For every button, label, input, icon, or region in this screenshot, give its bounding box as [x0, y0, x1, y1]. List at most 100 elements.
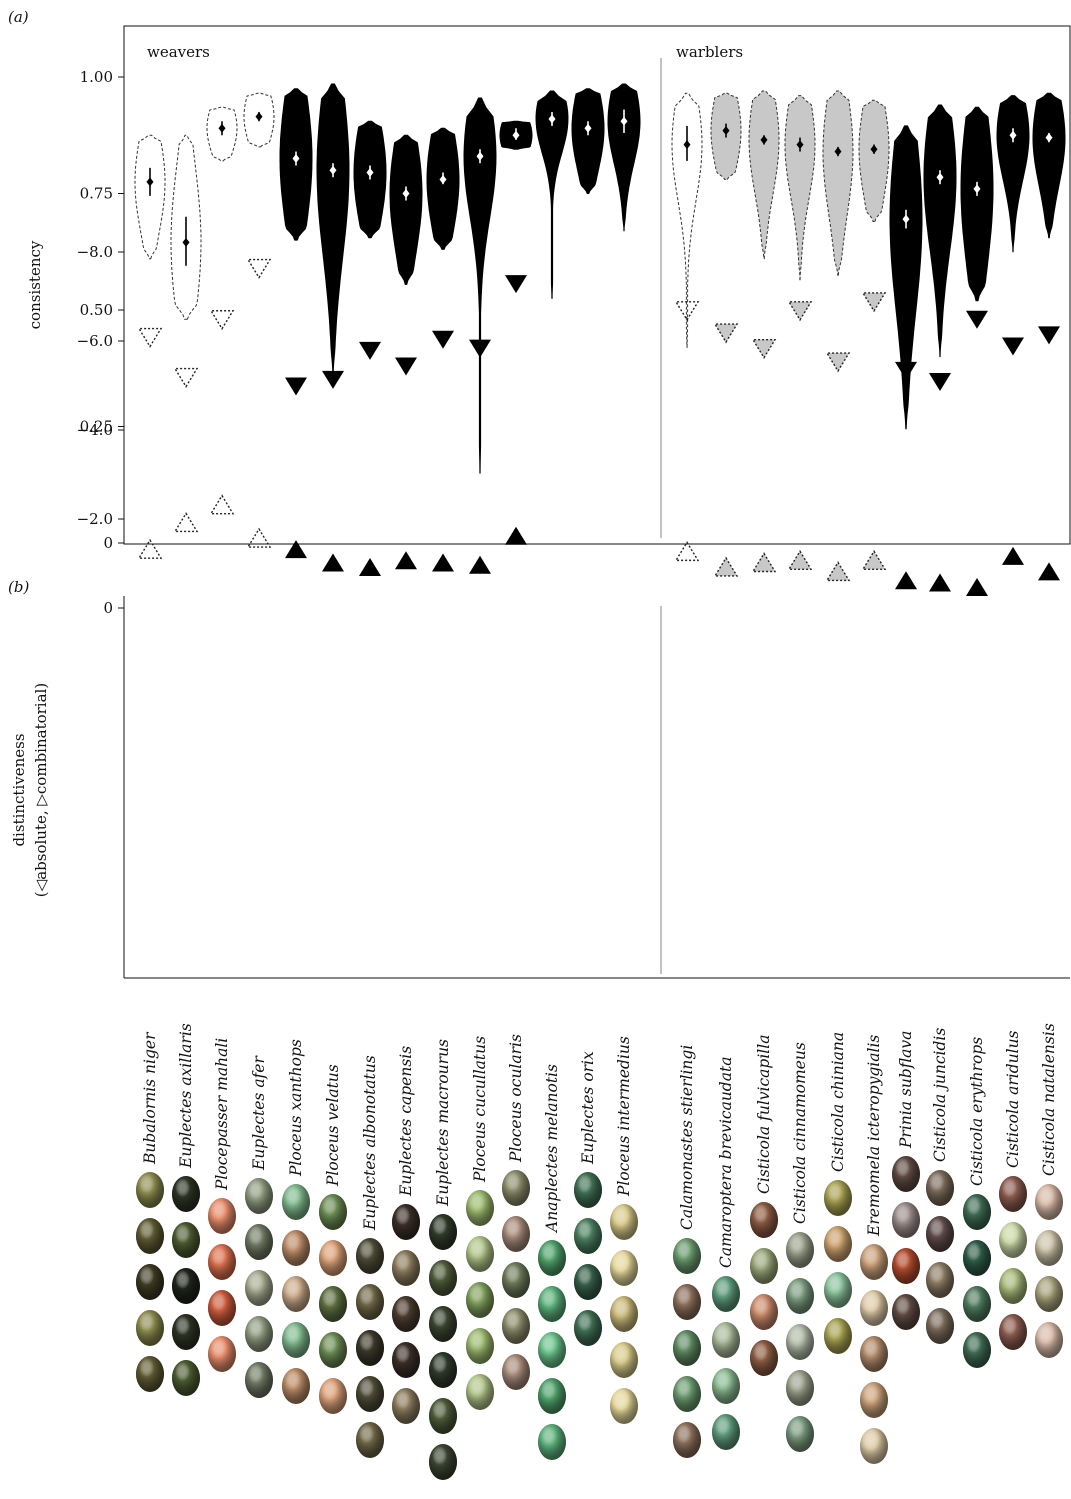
mean-marker-cisticola-cinnamomeus [796, 140, 804, 150]
combinatorial-marker-cisticola-erythrops [966, 577, 988, 596]
absolute-marker-cisticola-erythrops [966, 310, 988, 329]
species-label-euplectes-axillaris: Euplectes axillaris [177, 1023, 195, 1169]
egg-shading-cisticola-natalensis [1035, 1184, 1063, 1220]
species-label-plocepasser-mahali: Plocepasser mahali [213, 1038, 231, 1191]
combinatorial-marker-ploceus-velatus [322, 553, 344, 572]
violin-cisticola-erythrops [960, 106, 994, 302]
egg-shading-cisticola-chiniana [824, 1180, 852, 1216]
y-axis-label-b: distinctiveness [10, 733, 28, 846]
violin-eremomela-icteropygialis [858, 99, 890, 222]
egg-shading-ploceus-ocularis [502, 1354, 530, 1390]
y-tick-label-a: 0 [103, 534, 113, 552]
egg-shading-calamonastes-stierlingi [673, 1376, 701, 1412]
egg-shading-euplectes-albonotatus [356, 1330, 384, 1366]
mean-marker-camaroptera-brevicaudata [722, 126, 730, 136]
absolute-marker-cisticola-fulvicapilla [751, 338, 777, 360]
violin-series [134, 83, 1066, 474]
species-label-cisticola-juncidis: Cisticola juncidis [931, 1028, 949, 1162]
egg-shading-euplectes-afer [245, 1362, 273, 1398]
absolute-marker-camaroptera-brevicaudata [713, 323, 739, 344]
panel-a-label: (a) [8, 8, 29, 26]
egg-shading-cisticola-cinnamomeus [786, 1370, 814, 1406]
egg-shading-cisticola-chiniana [824, 1226, 852, 1262]
combinatorial-marker-cisticola-chiniana [825, 561, 851, 582]
mean-marker-euplectes-orix [584, 123, 592, 133]
group-label-weavers: weavers [147, 43, 210, 61]
y-tick-label-b: −8.0 [77, 243, 113, 261]
panel-a-frame [123, 25, 1071, 545]
egg-shading-cisticola-juncidis [926, 1170, 954, 1206]
combinatorial-marker-euplectes-macrourus [432, 553, 454, 572]
egg-shading-camaroptera-brevicaudata [712, 1414, 740, 1450]
egg-shading-euplectes-macrourus [429, 1444, 457, 1480]
mean-marker-ploceus-xanthops [292, 154, 300, 164]
species-labels: Bubalornis niger Euplectes axillaris Ploce… [141, 1023, 1058, 1268]
mean-marker-prinia-subflava [902, 214, 910, 224]
species-label-cisticola-erythrops: Cisticola erythrops [968, 1037, 986, 1186]
egg-shading-ploceus-xanthops [282, 1230, 310, 1266]
absolute-marker-ploceus-velatus [322, 370, 344, 389]
egg-shading-cisticola-natalensis [1035, 1322, 1063, 1358]
y-tick-label-b: −4.0 [77, 421, 113, 439]
mean-marker-euplectes-albonotatus [366, 168, 374, 178]
species-label-ploceus-velatus: Ploceus velatus [324, 1064, 342, 1187]
mean-marker-euplectes-macrourus [439, 175, 447, 185]
species-label-ploceus-cucullatus: Ploceus cucullatus [471, 1036, 489, 1183]
egg-shading-ploceus-intermedius [610, 1342, 638, 1378]
egg-shading-euplectes-orix [574, 1172, 602, 1208]
panel-b-label: (b) [8, 578, 29, 596]
egg-shading-cisticola-fulvicapilla [750, 1294, 778, 1330]
absolute-marker-prinia-subflava [895, 361, 917, 380]
combinatorial-marker-cisticola-juncidis [929, 573, 951, 592]
absolute-marker-calamonastes-stierlingi [674, 301, 700, 322]
mean-marker-cisticola-chiniana [834, 147, 842, 157]
egg-shading-cisticola-aridulus [999, 1222, 1027, 1258]
egg-shading-euplectes-capensis [392, 1296, 420, 1332]
absolute-marker-euplectes-axillaris [173, 367, 199, 388]
egg-shading-ploceus-ocularis [502, 1216, 530, 1252]
egg-shading-ploceus-velatus [319, 1194, 347, 1230]
combinatorial-marker-euplectes-capensis [395, 551, 417, 570]
egg-shading-calamonastes-stierlingi [673, 1422, 701, 1458]
egg-shading-euplectes-capensis [392, 1204, 420, 1240]
egg-shading-calamonastes-stierlingi [673, 1330, 701, 1366]
egg-shading-cisticola-chiniana [824, 1318, 852, 1354]
egg-shading-ploceus-ocularis [502, 1170, 530, 1206]
egg-shading-cisticola-erythrops [963, 1286, 991, 1322]
species-label-ploceus-ocularis: Ploceus ocularis [507, 1034, 525, 1163]
species-label-cisticola-chiniana: Cisticola chiniana [829, 1032, 847, 1172]
mean-marker-cisticola-natalensis [1045, 133, 1053, 143]
mean-marker-eremomela-icteropygialis [870, 144, 878, 154]
y-tick-label-b: −2.0 [77, 510, 113, 528]
egg-shading-plocepasser-mahali [208, 1244, 236, 1280]
egg-shading-ploceus-velatus [319, 1240, 347, 1276]
absolute-marker-ploceus-ocularis [505, 275, 527, 294]
violin-cisticola-juncidis [923, 104, 957, 358]
egg-shading-plocepasser-mahali [208, 1336, 236, 1372]
egg-shading-ploceus-intermedius [610, 1388, 638, 1424]
violin-euplectes-capensis [389, 134, 423, 285]
egg-shading-camaroptera-brevicaudata [712, 1276, 740, 1312]
violin-euplectes-albonotatus [353, 120, 387, 239]
violin-prinia-subflava [889, 125, 923, 430]
egg-shading-bubalornis-niger [136, 1264, 164, 1300]
panel-b: (b) distinctiveness (◁absolute, ▷combina… [8, 243, 1070, 979]
mean-marker-anaplectes-melanotis [548, 114, 556, 124]
combinatorial-marker-euplectes-afer [246, 527, 272, 548]
egg-shading-plocepasser-mahali [208, 1290, 236, 1326]
absolute-marker-cisticola-juncidis [929, 373, 951, 392]
mean-marker-ploceus-cucullatus [476, 151, 484, 161]
egg-shading-euplectes-albonotatus [356, 1376, 384, 1412]
species-label-cisticola-aridulus: Cisticola aridulus [1004, 1030, 1022, 1168]
species-label-cisticola-fulvicapilla: Cisticola fulvicapilla [755, 1035, 773, 1194]
absolute-marker-bubalornis-niger [137, 327, 163, 348]
absolute-marker-euplectes-afer [246, 258, 272, 279]
violin-euplectes-orix [571, 88, 605, 194]
mean-marker-euplectes-capensis [402, 189, 410, 198]
egg-shading-eremomela-icteropygialis [860, 1382, 888, 1418]
violin-plocepasser-mahali [206, 106, 238, 162]
egg-shading-prinia-subflava [892, 1248, 920, 1284]
egg-shading-anaplectes-melanotis [538, 1240, 566, 1276]
egg-shading-cisticola-natalensis [1035, 1230, 1063, 1266]
egg-shading-prinia-subflava [892, 1156, 920, 1192]
